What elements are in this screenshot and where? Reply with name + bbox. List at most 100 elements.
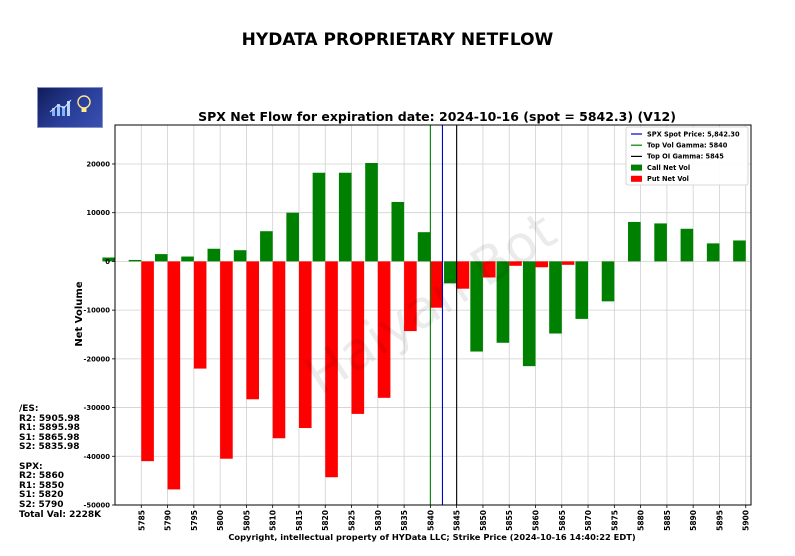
chart-title: SPX Net Flow for expiration date: 2024-1… [198, 109, 676, 124]
spx-level: S1: 5820 [19, 490, 64, 501]
x-axis-label: Copyright, intellectual property of HYDa… [228, 532, 636, 542]
call-bar [286, 212, 299, 262]
put-bar [351, 261, 365, 414]
put-bar [325, 261, 338, 478]
x-tick-label: 5850 [479, 510, 488, 531]
y-tick-label: 0 [105, 258, 110, 266]
put-bar [430, 261, 443, 308]
x-tick-label: 5835 [400, 510, 409, 531]
x-tick-label: 5800 [216, 510, 225, 531]
y-tick-label: -10000 [84, 307, 111, 315]
call-bar [102, 257, 115, 262]
call-bar [470, 261, 483, 352]
x-tick-label: 5860 [531, 510, 540, 531]
put-bar [141, 261, 154, 462]
x-tick-label: 5805 [242, 510, 251, 531]
put-bar [535, 261, 549, 268]
call-bar [233, 250, 247, 262]
call-bar [628, 221, 641, 262]
es-level: R1: 5895.98 [19, 423, 80, 434]
put-bar [298, 261, 312, 429]
plot-frame [114, 124, 752, 506]
y-tick-label: -50000 [84, 502, 111, 510]
legend-entry: Put Net Vol [647, 175, 689, 183]
y-tick-label: 20000 [86, 160, 110, 168]
put-bar [509, 261, 522, 266]
bars [102, 163, 746, 490]
y-tick-label: -40000 [84, 453, 111, 461]
call-bar [417, 232, 431, 262]
put-bar [246, 261, 260, 400]
put-bar [377, 261, 391, 398]
call-bar [654, 223, 667, 262]
call-bar [365, 163, 378, 262]
x-tick-label: 5880 [637, 510, 646, 531]
call-bar [601, 261, 615, 302]
levels-panel: /ES: R2: 5905.98 R1: 5895.98 S1: 5865.98… [19, 404, 102, 520]
x-tick-label: 5845 [453, 510, 462, 531]
total-value: Total Val: 2228K [19, 509, 102, 520]
put-bar [220, 261, 233, 459]
x-tick-label: 5840 [426, 510, 435, 531]
call-bar [680, 228, 694, 262]
call-bar [128, 259, 142, 262]
legend-entry: Call Net Vol [647, 164, 690, 172]
call-bar [444, 261, 457, 284]
x-tick-label: 5855 [505, 510, 514, 531]
es-header: /ES: [19, 404, 39, 414]
x-tick-label: 5900 [742, 510, 751, 531]
call-bar [312, 172, 326, 262]
call-bar [496, 261, 510, 343]
x-tick-label: 5795 [190, 510, 199, 531]
x-tick-label: 5885 [663, 510, 672, 531]
legend-color-swatch [631, 164, 642, 171]
call-bar [338, 172, 352, 262]
spx-level: S2: 5790 [19, 499, 64, 510]
legend: SPX Spot Price: 5,842.30 Top Vol Gamma: 5… [625, 126, 749, 186]
x-tick-label: 5875 [610, 510, 619, 531]
put-bar [561, 261, 575, 265]
legend-entry: Top OI Gamma: 5845 [647, 153, 724, 161]
spx-level: R1: 5850 [19, 480, 64, 491]
y-axis-label: Net Volume [74, 281, 85, 346]
x-tick-label: 5810 [269, 510, 278, 531]
call-bar [260, 231, 273, 262]
call-bar [154, 254, 168, 262]
put-bar [272, 261, 286, 439]
call-bar [181, 256, 194, 262]
x-tick-label: 5890 [689, 510, 698, 531]
call-bar [575, 261, 589, 319]
legend-entry: Top Vol Gamma: 5840 [647, 142, 728, 150]
call-bar [522, 261, 536, 367]
legend-entry: SPX Spot Price: 5,842.30 [647, 130, 740, 138]
legend-box [625, 126, 749, 186]
spx-header: SPX: [19, 461, 43, 472]
call-bar [207, 248, 221, 262]
call-bar [706, 243, 720, 262]
put-bar [404, 261, 417, 332]
put-bar [167, 261, 181, 490]
x-tick-label: 5865 [558, 510, 567, 531]
x-tick-label: 5870 [584, 510, 593, 531]
put-bar [193, 261, 207, 369]
call-bar [549, 261, 562, 334]
y-tick-label: 10000 [86, 209, 110, 217]
put-bar [456, 261, 470, 289]
y-tick-label: -20000 [84, 355, 111, 363]
spx-level: R2: 5860 [19, 471, 64, 482]
es-level: S1: 5865.98 [19, 432, 80, 443]
call-bar [391, 201, 405, 262]
page-title: HYDATA PROPRIETARY NETFLOW [241, 30, 554, 50]
x-tick-label: 5895 [715, 510, 724, 531]
logo-graphic-icon [49, 95, 91, 116]
x-tick-label: 5825 [348, 510, 357, 531]
x-tick-label: 5790 [164, 510, 173, 531]
x-tick-label: 5820 [321, 510, 330, 531]
reference-lines [429, 125, 458, 505]
x-tick-label: 5815 [295, 510, 304, 531]
legend-color-swatch [631, 175, 642, 182]
put-bar [482, 261, 496, 278]
x-tick-label: 5830 [374, 510, 383, 531]
axes: -50000 -40000 -30000 -20000 -10000 0 10000 2000… [84, 124, 752, 531]
